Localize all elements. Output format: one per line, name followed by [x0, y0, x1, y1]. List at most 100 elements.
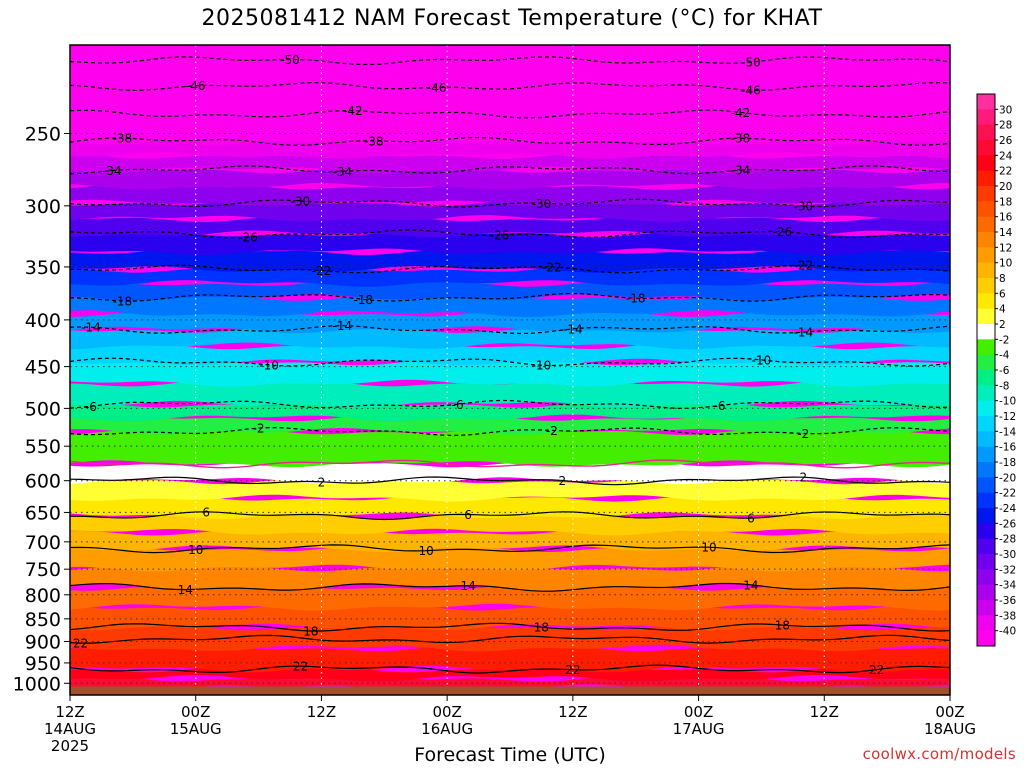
- colorbar-swatch: [977, 339, 995, 356]
- colorbar-swatch: [977, 124, 995, 141]
- colorbar-swatch: [977, 584, 995, 601]
- contour-label: -42: [343, 104, 363, 118]
- temperature-band: [70, 342, 950, 366]
- contour-label: 14: [743, 578, 758, 592]
- colorbar-label: 2: [999, 319, 1006, 331]
- colorbar-label: 12: [999, 242, 1012, 254]
- contour-label: 2: [559, 474, 567, 488]
- colorbar-swatch: [977, 140, 995, 156]
- contour-line: [70, 544, 950, 554]
- x-tick-label: 15AUG: [170, 720, 222, 738]
- y-tick-label: 600: [25, 471, 61, 493]
- x-tick-label: 00Z: [432, 703, 461, 721]
- y-axis: 2503003504004505005506006507007508008509…: [13, 123, 70, 695]
- colorbar-label: -28: [999, 534, 1016, 546]
- x-tick-label: 00Z: [935, 703, 964, 721]
- colorbar-label: -10: [999, 396, 1016, 408]
- colorbar: 30 28 26 24 22 20 18 16 14 12 10 8 6 4 2 -2 -4 -6 -8 -10 -12…: [976, 93, 1016, 647]
- colorbar-swatch: [977, 400, 995, 417]
- colorbar-swatch: [977, 370, 995, 386]
- contour-label: -22: [542, 260, 562, 274]
- x-tick-label: 18AUG: [924, 720, 976, 738]
- colorbar-label: -20: [999, 472, 1016, 484]
- contour-label: -38: [364, 134, 384, 148]
- x-tick-label: 12Z: [55, 703, 84, 721]
- temperature-band: [70, 644, 950, 673]
- colorbar-swatch: [977, 554, 995, 570]
- colorbar-label: -16: [999, 442, 1016, 454]
- y-tick-label: 1000: [13, 673, 61, 695]
- colorbar-swatch: [977, 278, 995, 294]
- x-axis-label: Forecast Time (UTC): [414, 744, 606, 766]
- colorbar-swatch: [977, 462, 995, 478]
- x-tick-label: 00Z: [181, 703, 210, 721]
- colorbar-label: -8: [999, 380, 1009, 392]
- temperature-band: [70, 477, 950, 502]
- colorbar-swatch: [977, 431, 995, 448]
- contour-label: -2: [797, 427, 809, 441]
- contour-label: -50: [280, 53, 300, 67]
- contour-label: 6: [464, 508, 472, 522]
- contour-line: [70, 81, 950, 92]
- y-tick-label: 700: [25, 532, 61, 554]
- contour-line: [70, 634, 950, 644]
- colorbar-label: 18: [999, 196, 1012, 208]
- colorbar-swatch: [977, 523, 995, 540]
- grid-lines: [70, 45, 950, 695]
- contour-label: -6: [452, 398, 464, 412]
- colorbar-label: -18: [999, 457, 1016, 469]
- contour-label: 10: [188, 543, 203, 557]
- colorbar-swatch: [977, 508, 995, 524]
- contour-label: -18: [354, 293, 374, 307]
- temperature-band: [70, 230, 950, 255]
- colorbar-label: -34: [999, 580, 1016, 592]
- contour-line: [70, 136, 950, 146]
- contour-line: [70, 622, 950, 632]
- contour-line: [70, 109, 950, 119]
- y-tick-label: 800: [25, 585, 61, 607]
- colorbar-label: -22: [999, 488, 1016, 500]
- colorbar-swatch: [977, 109, 995, 126]
- contour-line: [70, 165, 950, 175]
- contour-label: -26: [773, 225, 793, 239]
- contour-label: -6: [714, 399, 726, 413]
- contour-label: -14: [333, 319, 353, 333]
- colorbar-label: -2: [999, 334, 1009, 346]
- colorbar-swatch: [977, 170, 995, 187]
- chart-title: 2025081412 NAM Forecast Temperature (°C)…: [201, 6, 823, 31]
- colorbar-swatch: [977, 293, 995, 310]
- y-tick-label: 650: [25, 502, 61, 524]
- contour-label: 18: [775, 619, 790, 633]
- y-tick-label: 300: [25, 196, 61, 218]
- colorbar-swatch: [977, 308, 995, 325]
- contour-label: -34: [731, 164, 751, 178]
- contour-label: -2: [546, 424, 558, 438]
- contour-label: -46: [427, 81, 447, 95]
- contour-label: -34: [102, 164, 122, 178]
- colorbar-swatch: [977, 324, 995, 340]
- x-tick-label: 2025: [51, 737, 89, 755]
- x-tick-label: 17AUG: [673, 720, 725, 738]
- y-tick-label: 850: [25, 609, 61, 631]
- temperature-band: [70, 124, 950, 145]
- colorbar-label: 30: [999, 104, 1012, 116]
- contour-label: -6: [85, 400, 97, 414]
- contour-label: -22: [312, 264, 332, 278]
- contour-label: -14: [81, 321, 101, 335]
- contour-label: -30: [794, 200, 814, 214]
- colorbar-swatch: [977, 569, 995, 586]
- contour-line: [70, 56, 950, 66]
- temperature-band: [70, 603, 950, 631]
- contour-line: [70, 229, 950, 239]
- colorbar-swatch: [977, 216, 995, 233]
- colorbar-label: 14: [999, 227, 1013, 239]
- contour-line: [70, 399, 950, 409]
- temperature-bands: [70, 45, 950, 695]
- colorbar-swatch: [977, 186, 995, 202]
- contour-line: [70, 292, 950, 302]
- contour-label: -2: [253, 422, 265, 436]
- contour-label: -50: [741, 56, 761, 70]
- temperature-band: [70, 265, 950, 287]
- contour-line: [70, 357, 950, 367]
